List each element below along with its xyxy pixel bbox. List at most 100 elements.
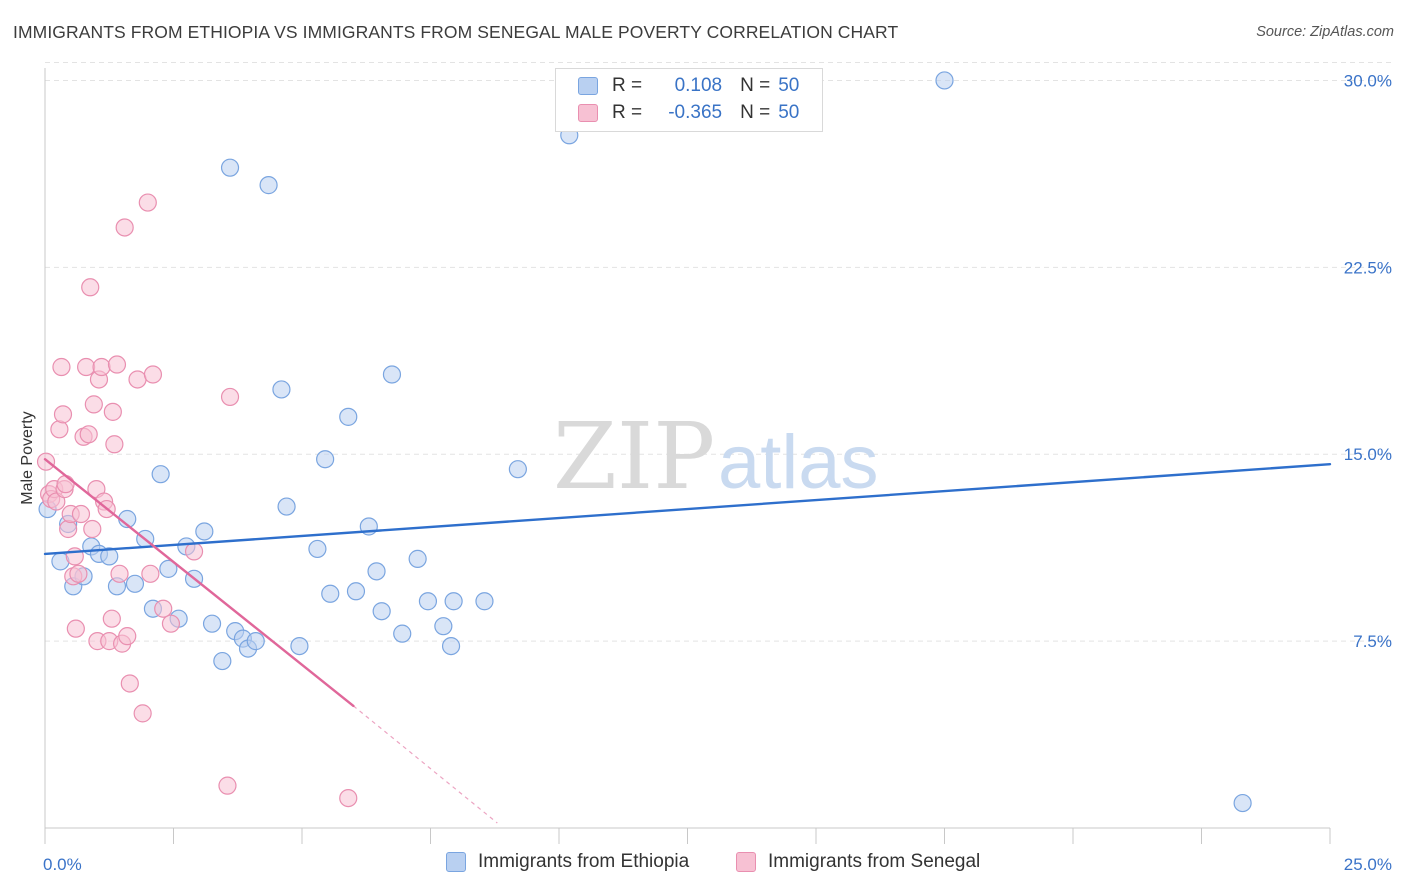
ethiopia-point (408, 549, 427, 568)
ethiopia-point (935, 71, 954, 90)
senegal-point (84, 395, 103, 414)
senegal-trend-line (43, 458, 355, 708)
senegal-point (50, 420, 69, 439)
ethiopia-point (418, 592, 438, 611)
senegal-point (143, 365, 163, 384)
legend-r-label: R = (612, 75, 643, 96)
ethiopia-swatch-icon (578, 77, 598, 95)
ethiopia-point (246, 632, 265, 651)
tick-labels: 7.5% 15.0% 22.5% 30.0% 0.0% 25.0% (43, 71, 1392, 874)
ethiopia-point (213, 651, 232, 671)
correlation-legend: R = 0.108 N = 50 R = -0.365 N = 50 (555, 68, 823, 132)
senegal-point (36, 452, 56, 471)
senegal-point (79, 425, 98, 444)
ethiopia-point (202, 614, 222, 633)
bottom-legend-ethiopia: Immigrants from Ethiopia (446, 851, 689, 873)
ethiopia-point (316, 450, 335, 469)
senegal-point (218, 776, 237, 795)
ethiopia-point (220, 158, 240, 177)
senegal-point (220, 387, 240, 407)
senegal-point (118, 627, 137, 646)
ethiopia-point (367, 562, 386, 581)
legend-r-label: R = (612, 102, 643, 123)
y-tick-label: 22.5% (1344, 258, 1392, 277)
ethiopia-point (1233, 793, 1252, 813)
source-label: Source: ZipAtlas.com (1256, 24, 1394, 40)
ethiopia-point (259, 176, 278, 195)
chart-title: IMMIGRANTS FROM ETHIOPIA VS IMMIGRANTS F… (13, 22, 899, 42)
ethiopia-point (382, 365, 402, 384)
senegal-point (52, 357, 71, 377)
data-points (36, 71, 1252, 813)
senegal-point (107, 355, 127, 374)
senegal-point (81, 278, 100, 297)
y-tick-label: 30.0% (1344, 71, 1392, 90)
axes (44, 68, 1331, 844)
senegal-point (71, 504, 91, 524)
y-tick-label: 15.0% (1344, 445, 1392, 464)
ethiopia-legend-icon (446, 852, 466, 872)
watermark-atlas: atlas (718, 420, 879, 505)
ethiopia-point (441, 636, 461, 656)
x-tick-label: 25.0% (1344, 855, 1392, 874)
senegal-point (110, 564, 129, 583)
senegal-point (47, 492, 66, 511)
senegal-point (154, 599, 173, 618)
senegal-point (161, 614, 181, 633)
ethiopia-point (434, 617, 453, 636)
ethiopia-point (339, 407, 358, 426)
grid-lines (45, 61, 1392, 642)
ethiopia-legend-label: Immigrants from Ethiopia (478, 851, 690, 872)
ethiopia-point (125, 574, 145, 593)
senegal-point (128, 370, 147, 389)
senegal-point (69, 564, 88, 583)
ethiopia-point (393, 624, 412, 643)
senegal-legend-icon (736, 852, 756, 872)
senegal-point (141, 564, 160, 583)
legend-n-value: 50 (778, 102, 800, 123)
ethiopia-point (321, 584, 340, 603)
ethiopia-point (372, 602, 391, 621)
senegal-point (59, 519, 78, 539)
senegal-point (56, 475, 75, 494)
senegal-point (138, 193, 157, 212)
ethiopia-point (475, 592, 494, 611)
senegal-point (102, 609, 121, 628)
senegal-point (105, 435, 124, 454)
ethiopia-point (346, 582, 366, 601)
ethiopia-point (290, 636, 309, 656)
senegal-point (103, 402, 122, 421)
senegal-point (115, 218, 134, 237)
senegal-point (53, 405, 73, 424)
ethiopia-point (277, 497, 296, 516)
ethiopia-point (308, 539, 327, 559)
ethiopia-point (444, 592, 463, 611)
legend-n-label: N = (740, 102, 771, 123)
ethiopia-point (508, 460, 527, 479)
ethiopia-point (272, 380, 291, 399)
ethiopia-trend-line (43, 462, 1332, 556)
legend-r-value: -0.365 (668, 102, 723, 123)
legend-n-label: N = (740, 75, 771, 96)
senegal-point (120, 674, 139, 693)
senegal-trend-extension (353, 705, 498, 824)
bottom-legend-senegal: Immigrants from Senegal (736, 851, 980, 873)
ethiopia-point (151, 465, 170, 484)
senegal-point (339, 788, 358, 808)
senegal-point (133, 704, 152, 723)
senegal-swatch-icon (578, 104, 598, 122)
senegal-point (184, 542, 204, 561)
legend-row-senegal: R = -0.365 N = 50 (578, 101, 799, 125)
x-tick-label: 0.0% (43, 855, 82, 874)
legend-n-value: 50 (778, 75, 800, 96)
senegal-point (77, 357, 96, 377)
watermark: ZIP atlas (553, 403, 879, 510)
legend-r-value: 0.108 (674, 75, 723, 96)
senegal-point (92, 357, 111, 377)
y-tick-label: 7.5% (1353, 632, 1392, 651)
senegal-point (83, 519, 102, 539)
trend-lines (43, 458, 1332, 824)
legend-row-ethiopia: R = 0.108 N = 50 (578, 74, 799, 98)
ethiopia-point (159, 559, 178, 578)
